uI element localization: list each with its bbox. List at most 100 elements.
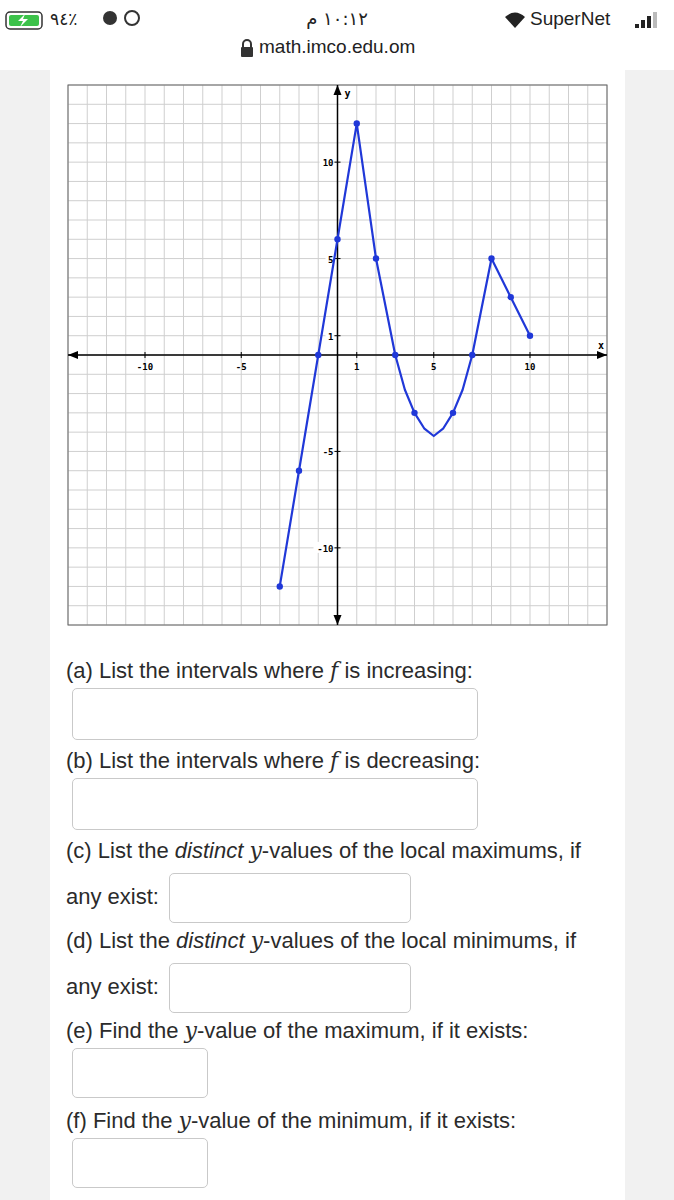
tick-label-bg	[326, 253, 334, 264]
battery-icon	[6, 12, 42, 29]
wifi-icon	[503, 10, 527, 30]
question-text: y	[185, 1018, 197, 1043]
axis-arrow	[334, 85, 342, 95]
battery-percent: ٪٩٤	[50, 9, 77, 29]
question-text: y	[251, 928, 263, 953]
answer-input[interactable]	[72, 1138, 208, 1188]
question-text: f	[330, 748, 338, 773]
grid-line	[68, 451, 607, 452]
question-text: (f) Find the	[66, 1108, 178, 1133]
question: (d) List the distinct y-values of the lo…	[66, 918, 611, 1013]
lock-body	[241, 47, 253, 57]
axis-arrow	[68, 351, 78, 359]
question-text: (a) List the intervals where	[66, 658, 330, 683]
axis-arrow	[597, 351, 607, 359]
data-point	[508, 294, 514, 300]
question-text: -value of the minimum, if it exists:	[191, 1108, 516, 1133]
grid-line	[68, 162, 607, 163]
question: (c) List the distinct y-values of the lo…	[66, 828, 611, 923]
answer-input[interactable]	[72, 688, 478, 740]
data-point	[296, 468, 302, 474]
y-tick	[335, 162, 341, 163]
question-text	[243, 838, 249, 863]
page-margin	[625, 70, 674, 1200]
axis-arrow	[334, 615, 342, 625]
plot-frame	[68, 85, 607, 625]
lock-rotation-icon	[125, 11, 139, 25]
grid-line	[433, 85, 434, 625]
page-margin	[0, 70, 50, 1200]
y-tick	[335, 335, 341, 336]
question-text: (c) List the	[66, 838, 175, 863]
signal-bar	[635, 24, 639, 28]
x-tick-label: 5	[431, 362, 436, 372]
question-text: is increasing:	[338, 658, 473, 683]
data-point	[450, 410, 456, 416]
tick-label-bg	[314, 542, 334, 553]
answer-input[interactable]	[72, 778, 478, 830]
y-tick-label: -5	[323, 447, 334, 457]
question-text: f	[330, 658, 338, 683]
data-point	[488, 255, 494, 261]
y-tick-label: -10	[317, 544, 333, 554]
chart: -10-51510-10-51510xy	[67, 84, 608, 626]
alarm-icon	[103, 11, 117, 25]
lock-shackle	[243, 40, 251, 47]
answer-input[interactable]	[72, 1048, 208, 1098]
x-tick	[241, 352, 242, 358]
question: (b) List the intervals where f is decrea…	[66, 738, 611, 783]
x-tick	[356, 352, 357, 358]
charge-bolt	[18, 14, 28, 27]
grid-line	[337, 85, 338, 625]
grid-line	[241, 85, 242, 625]
data-point	[334, 236, 340, 242]
signal-bar	[641, 20, 645, 28]
x-tick	[530, 352, 531, 358]
url: math.imco.edu.om	[259, 36, 415, 58]
y-axis	[337, 85, 339, 625]
data-point	[469, 352, 475, 358]
signal-bar	[653, 12, 657, 28]
question-text: (e) Find the	[66, 1018, 185, 1043]
x-tick	[433, 352, 434, 358]
battery-level	[9, 15, 39, 26]
data-point	[411, 410, 417, 416]
grid-line	[68, 547, 607, 548]
answer-input[interactable]	[169, 963, 411, 1013]
x-tick-label: 1	[354, 362, 359, 372]
data	[277, 120, 534, 589]
clock: ١٠:١٢ م	[287, 8, 387, 29]
y-tick	[335, 451, 341, 452]
grid-line	[530, 85, 531, 625]
question-text: distinct	[176, 928, 244, 953]
y-tick-label: 1	[328, 332, 333, 342]
question-text: y	[249, 838, 261, 863]
data-point	[315, 352, 321, 358]
tick-label-bg	[326, 330, 334, 341]
status-icons	[100, 4, 150, 34]
wifi-shape	[505, 13, 525, 29]
data-point	[392, 352, 398, 358]
grid-line	[145, 85, 146, 625]
question-text: is decreasing:	[338, 748, 480, 773]
grid-line	[68, 335, 607, 336]
question-text	[245, 928, 251, 953]
x-tick-label: -5	[236, 362, 247, 372]
data-point	[277, 583, 283, 589]
y-tick-label: 10	[323, 158, 334, 168]
question: (f) Find the y-value of the minimum, if …	[66, 1098, 611, 1143]
plot: -10-51510-10-51510xy	[68, 85, 607, 625]
signal-bar	[647, 16, 651, 28]
data-point	[527, 333, 533, 339]
question-text: -value of the maximum, if it exists:	[197, 1018, 528, 1043]
data-point	[373, 255, 379, 261]
question-text: (b) List the intervals where	[66, 748, 330, 773]
y-axis-label: y	[344, 88, 350, 99]
answer-input[interactable]	[169, 873, 411, 923]
tick-label-bg	[320, 156, 334, 167]
question-text: y	[178, 1108, 190, 1133]
question: (e) Find the y-value of the maximum, if …	[66, 1008, 611, 1053]
question-text: (d) List the	[66, 928, 176, 953]
carrier: SuperNet	[530, 8, 610, 30]
signal-icon	[635, 10, 665, 30]
